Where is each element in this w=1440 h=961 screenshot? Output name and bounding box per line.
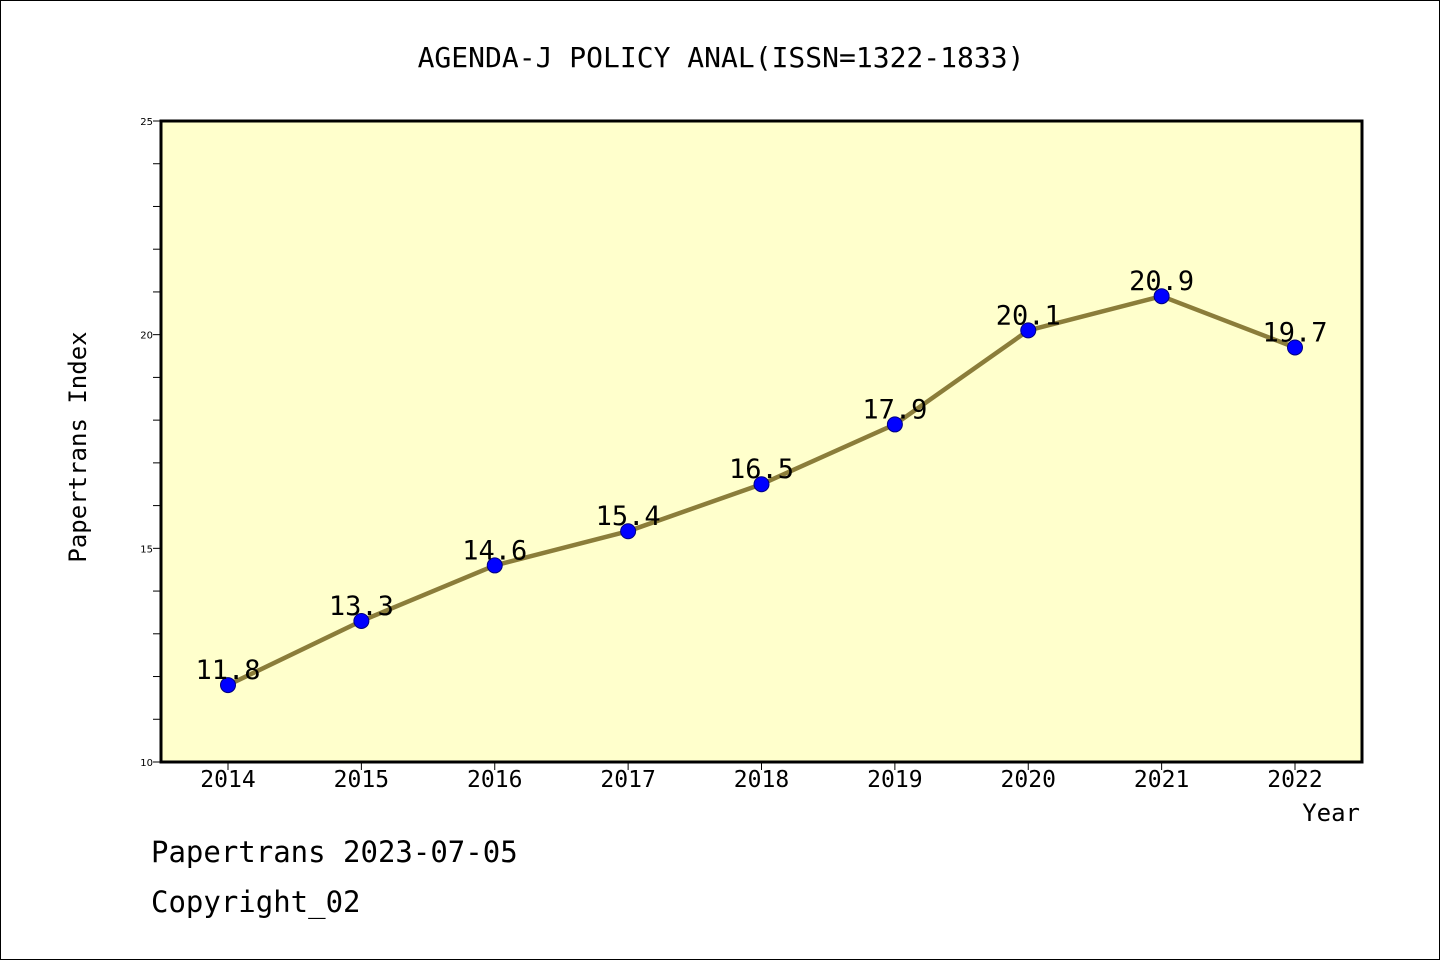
chart-title: AGENDA-J POLICY ANAL(ISSN=1322-1833) [418, 41, 1025, 74]
data-label: 16.5 [729, 454, 794, 485]
x-tick-label: 2015 [334, 767, 389, 793]
x-tick-label: 2017 [600, 767, 655, 793]
y-tick-label: 20 [140, 331, 153, 342]
data-label: 17.9 [862, 394, 927, 425]
y-tick-label: 10 [140, 758, 153, 769]
x-tick-label: 2016 [467, 767, 522, 793]
x-tick-label: 2019 [867, 767, 922, 793]
data-point [353, 612, 370, 629]
data-point [1020, 322, 1037, 339]
y-tick-label: 15 [140, 544, 153, 555]
y-axis-title: Papertrans Index [64, 331, 92, 562]
data-label: 11.8 [195, 655, 260, 686]
data-label: 20.9 [1129, 266, 1194, 297]
data-label: 20.1 [996, 300, 1061, 331]
footer-copyright: Copyright_02 [151, 885, 361, 919]
y-tick-label: 25 [140, 117, 153, 128]
x-tick-label: 2020 [1001, 767, 1056, 793]
x-axis: 2014 2015 2016 2017 2018 2019 2020 2021 2022 [200, 762, 1323, 793]
data-point [886, 416, 903, 433]
footer-date: Papertrans 2023-07-05 [151, 835, 518, 869]
data-point [753, 476, 770, 493]
x-tick-label: 2018 [734, 767, 789, 793]
data-label: 19.7 [1262, 317, 1327, 348]
data-point [486, 557, 503, 574]
x-tick-label: 2014 [200, 767, 255, 793]
x-axis-title: Year [1302, 799, 1360, 827]
data-label: 14.6 [462, 535, 527, 566]
data-point [1153, 288, 1170, 305]
data-point [1287, 339, 1303, 356]
series-group [220, 288, 1303, 694]
x-tick-label: 2021 [1134, 767, 1189, 793]
x-tick-label: 2022 [1267, 767, 1322, 793]
data-point [220, 677, 236, 694]
data-label: 13.3 [329, 591, 394, 622]
plot-area [159, 119, 1364, 764]
data-point [620, 523, 637, 540]
data-labels-group: 11.8 13.3 14.6 15.4 16.5 17.9 20.1 20.9 19.7 [195, 266, 1327, 686]
y-axis: 10 15 20 25 [140, 117, 161, 769]
data-label: 15.4 [596, 501, 661, 532]
